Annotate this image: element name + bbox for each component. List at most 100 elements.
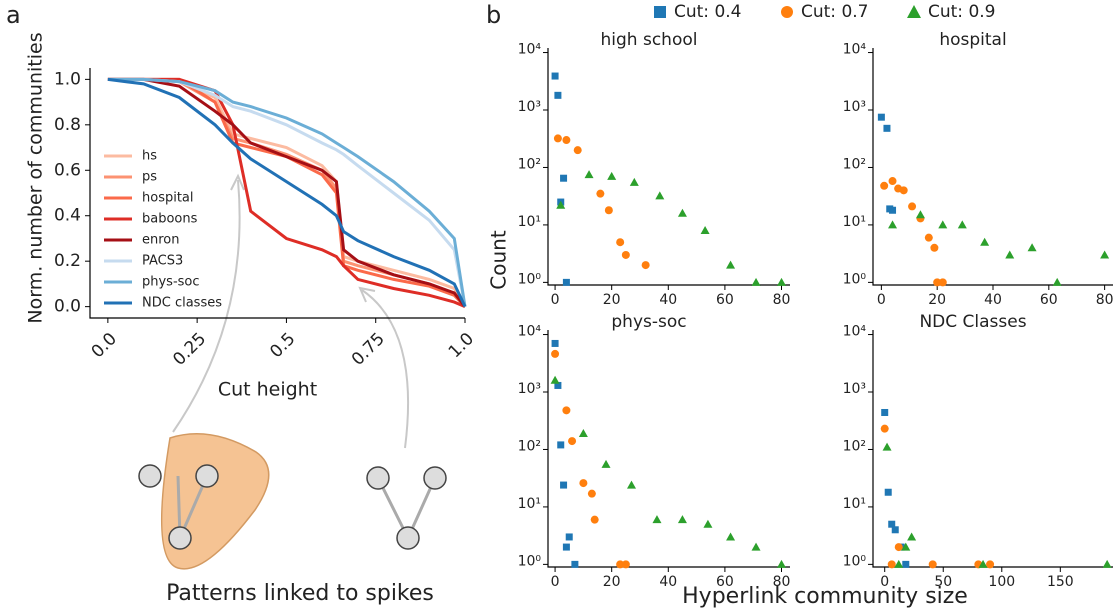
point — [938, 220, 948, 229]
y-tick-label: 10¹ — [843, 496, 866, 512]
point — [726, 532, 736, 541]
y-tick-label: 10¹ — [843, 214, 866, 230]
point — [557, 441, 565, 449]
node — [423, 466, 447, 490]
point — [883, 124, 891, 132]
point — [616, 238, 625, 247]
point — [573, 146, 582, 155]
point — [882, 442, 892, 451]
point — [1102, 559, 1112, 568]
point — [888, 220, 898, 229]
point — [881, 408, 889, 416]
point — [930, 243, 939, 252]
point — [652, 515, 662, 524]
y-tick-label: 10³ — [843, 99, 866, 115]
diagram — [138, 173, 447, 570]
point — [641, 261, 650, 270]
x-axis-label: Cut height — [218, 379, 317, 401]
x-tick-label: 60 — [716, 292, 734, 308]
point — [1005, 250, 1015, 259]
point — [915, 210, 925, 219]
y-tick-label: 10² — [843, 156, 866, 172]
y-tick-label: 10⁰ — [843, 553, 867, 569]
node — [168, 526, 192, 550]
y-tick-label: 10² — [518, 156, 541, 172]
point — [902, 560, 910, 568]
subplot-title: NDC Classes — [919, 312, 1026, 332]
point — [607, 171, 617, 180]
node — [366, 466, 390, 490]
arrow-head — [230, 173, 245, 191]
axis-spine — [547, 48, 790, 286]
y-tick-label: 0.8 — [54, 115, 81, 135]
point — [986, 560, 995, 569]
point — [888, 177, 897, 186]
x-tick-label: 0.0 — [88, 329, 121, 362]
subplot-title: high school — [601, 30, 698, 50]
axis-spine — [872, 330, 1113, 568]
x-tick-label: 60 — [1040, 292, 1058, 308]
point — [888, 520, 896, 528]
x-tick-label: 80 — [773, 292, 791, 308]
point — [550, 375, 560, 384]
line-series — [107, 77, 467, 307]
y-tick-label: 10⁴ — [518, 42, 542, 58]
y-tick-label: 0.4 — [54, 206, 81, 226]
point — [616, 560, 625, 569]
point — [1027, 243, 1037, 252]
arrow — [172, 179, 241, 433]
legend-label: ps — [142, 170, 157, 185]
point — [629, 177, 639, 186]
point — [579, 479, 588, 488]
x-tick-label: 0 — [877, 292, 886, 308]
legend-label: enron — [142, 233, 180, 248]
x-tick-label: 80 — [773, 574, 791, 590]
point — [880, 424, 889, 433]
point — [978, 559, 988, 568]
point — [677, 515, 687, 524]
y-tick-label: 0.0 — [54, 297, 81, 317]
point — [924, 233, 933, 242]
point — [751, 277, 761, 286]
node — [195, 464, 219, 488]
legend-marker — [781, 6, 793, 18]
point — [700, 225, 710, 234]
point — [777, 277, 787, 286]
point — [596, 189, 605, 198]
x-tick-label: 20 — [603, 574, 621, 590]
y-tick-label: 10¹ — [518, 496, 541, 512]
point — [560, 174, 568, 182]
x-tick-label: 40 — [984, 292, 1002, 308]
point — [590, 515, 599, 524]
x-tick-label: 60 — [716, 574, 734, 590]
point — [578, 428, 588, 437]
y-tick-label: 10² — [518, 438, 541, 454]
point — [626, 480, 636, 489]
point — [553, 134, 562, 143]
point — [901, 542, 911, 551]
axis-spine — [89, 68, 465, 319]
point — [880, 181, 889, 190]
x-tick-label: 0 — [551, 574, 560, 590]
x-tick-label: 0.5 — [266, 329, 299, 362]
legend-marker — [907, 5, 921, 18]
x-tick-label: 0.75 — [348, 329, 389, 370]
point — [891, 526, 899, 534]
x-tick-label: 100 — [988, 574, 1015, 590]
x-tick-label: 1.0 — [445, 329, 478, 362]
point — [889, 206, 897, 214]
point — [884, 488, 892, 496]
arrow-head — [358, 286, 376, 303]
point — [957, 220, 967, 229]
point — [933, 278, 942, 287]
x-tick-label: 40 — [659, 574, 677, 590]
point — [560, 481, 568, 489]
y-axis-label: Count — [487, 230, 511, 290]
point — [907, 532, 917, 541]
x-tick-label: 80 — [1096, 292, 1114, 308]
point — [887, 560, 896, 569]
legend-label: Cut: 0.4 — [674, 2, 741, 22]
point — [551, 349, 560, 358]
point — [562, 136, 571, 145]
